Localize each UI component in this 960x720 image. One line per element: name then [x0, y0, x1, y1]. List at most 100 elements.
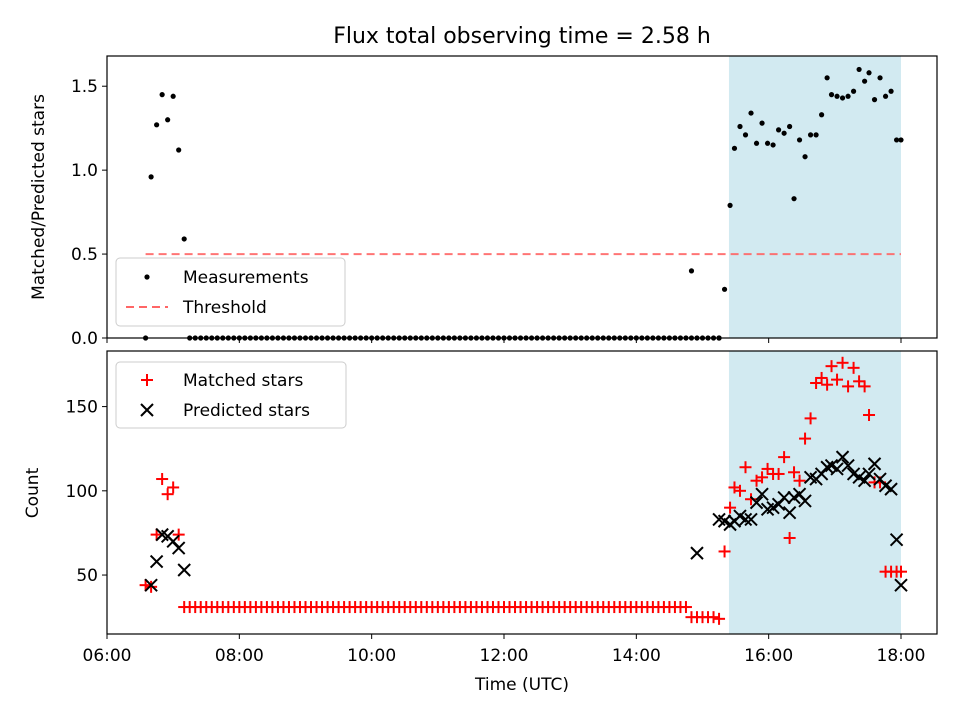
measurement-point [737, 123, 743, 130]
matched-point [863, 409, 876, 422]
matched-point [167, 481, 180, 494]
matched-point [858, 380, 871, 393]
legend-label-measurements: Measurements [183, 268, 309, 288]
measurement-point [176, 147, 182, 153]
bottom-axes-frame [106, 350, 938, 635]
matched-point [679, 601, 692, 614]
measurement-point [764, 140, 771, 146]
measurement-point [731, 145, 738, 151]
x-tick-label: 18:00 [877, 646, 926, 666]
legend-label-matched: Matched stars [183, 371, 303, 391]
predicted-point [177, 563, 191, 577]
matched-point [793, 474, 806, 487]
measurement-point [791, 196, 797, 202]
measurement-point [181, 236, 187, 242]
measurement-point [813, 132, 819, 138]
highlight-span [728, 56, 901, 338]
matched-point [847, 361, 860, 374]
y-tick-label: 1.0 [71, 161, 98, 181]
chart-title: Flux total observing time = 2.58 h [333, 24, 711, 49]
matched-point [799, 432, 812, 445]
predicted-point [755, 487, 769, 501]
matched-point [825, 360, 838, 373]
predicted-point [149, 554, 164, 569]
measurement-point [824, 75, 830, 81]
predicted-point [744, 512, 758, 527]
matched-point [831, 373, 844, 386]
measurement-point [770, 142, 776, 148]
predicted-point [830, 462, 844, 476]
measurement-point [775, 127, 782, 133]
matched-point [836, 356, 849, 369]
matched-point [761, 462, 774, 475]
predicted-point [862, 467, 876, 481]
matched-point [172, 528, 185, 541]
y-tick-label: 0.0 [71, 329, 98, 349]
predicted-point [690, 546, 704, 560]
predicted-point [835, 450, 850, 464]
measurement-point [721, 286, 728, 292]
legend-label-threshold: Threshold [182, 298, 267, 318]
measurement-point [882, 93, 889, 99]
x-tick-label: 08:00 [215, 646, 264, 666]
measurement-point [828, 92, 835, 98]
y-tick-label: 150 [66, 398, 98, 418]
bottom-legend: Matched stars Predicted stars [115, 361, 347, 429]
x-tick-label: 06:00 [83, 646, 132, 666]
matched-point [756, 471, 769, 484]
y-tick-label: 50 [76, 566, 98, 586]
measurement-point [688, 268, 695, 274]
measurement-point [856, 66, 862, 73]
y-tick-label: 100 [66, 482, 98, 502]
measurement-point [748, 110, 754, 116]
measurement-point [834, 93, 840, 99]
measurement-point [742, 132, 749, 138]
measurement-point [871, 97, 878, 103]
measurement-point [787, 123, 793, 130]
matched-point [853, 375, 866, 388]
predicted-point [144, 578, 158, 592]
bottom-panel: 50 100 150 06:00 08:00 10:00 12:00 14:00 16:00 18… [66, 350, 938, 666]
matched-point [707, 611, 720, 624]
y-tick-label: 0.5 [71, 245, 98, 265]
top-ylabel: Matched/Predicted stars [29, 94, 49, 300]
measurement-point [753, 140, 760, 146]
measurement-point [839, 95, 846, 101]
matched-point [815, 371, 828, 384]
top-axes-frame [106, 55, 938, 339]
measurement-point [727, 202, 733, 208]
predicted-point [738, 512, 753, 527]
top-panel: 0.0 0.5 1.0 1.5 Measurements Threshold [71, 55, 938, 349]
predicted-point [889, 532, 904, 547]
bottom-xlabel: Time (UTC) [474, 675, 569, 695]
matched-point [788, 466, 801, 479]
matched-point [842, 380, 855, 393]
matched-point [733, 484, 746, 497]
legend-label-predicted: Predicted stars [183, 401, 310, 421]
matched-point [778, 451, 791, 464]
measurement-point [893, 137, 900, 143]
matched-point [145, 580, 158, 593]
predicted-point [867, 457, 882, 471]
measurement-point [148, 174, 154, 180]
measurement-point [759, 120, 765, 126]
legend-box [115, 361, 347, 429]
measurement-point [877, 75, 883, 81]
matched-point [810, 377, 823, 390]
measurement-point [165, 117, 171, 123]
measurement-point [154, 122, 160, 128]
x-tick-label: 16:00 [744, 646, 793, 666]
legend-marker-matched [141, 374, 153, 386]
matched-point [772, 467, 785, 480]
x-tick-label: 10:00 [347, 646, 396, 666]
matched-point [895, 565, 907, 578]
predicted-point [841, 458, 855, 473]
measurement-point [888, 88, 894, 94]
x-tick-label: 12:00 [480, 646, 529, 666]
predicted-point [798, 494, 812, 508]
matched-point [156, 473, 169, 486]
highlight-span [728, 351, 901, 634]
matched-point [804, 412, 817, 425]
